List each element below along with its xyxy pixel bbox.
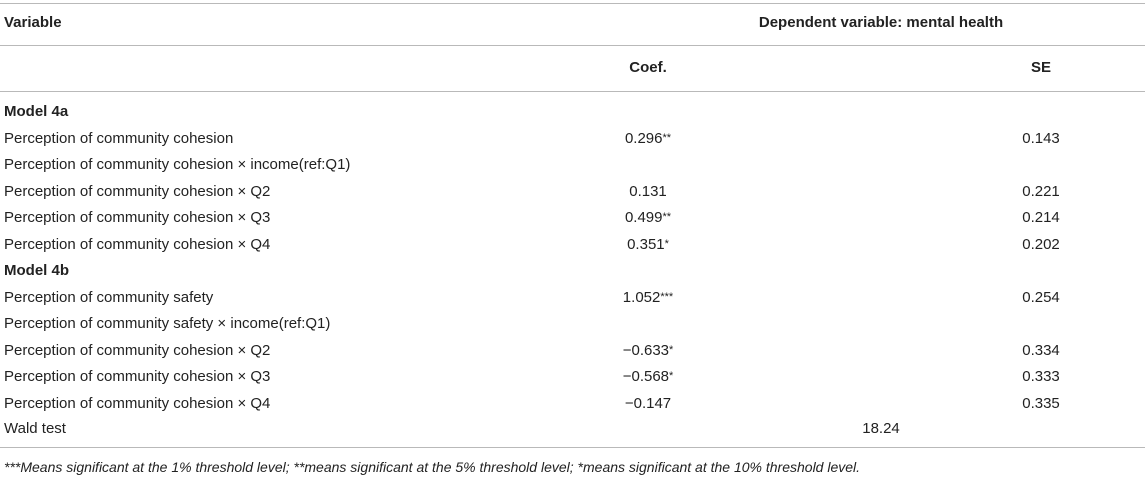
row-label: Perception of community cohesion × Q2 [4, 342, 271, 359]
row-label: Perception of community safety [4, 289, 214, 306]
se-value: 0.214 [1022, 209, 1060, 226]
coef-value: 1.052 [622, 289, 661, 306]
se-value: 0.335 [1022, 395, 1060, 412]
wald-test-label: Wald test [4, 420, 66, 437]
coef-value: 0.499 [624, 209, 663, 226]
se-value: 0.333 [1022, 368, 1060, 385]
significance-stars: * [664, 238, 669, 250]
header-dependent-variable: Dependent variable: mental health [758, 14, 1004, 31]
row-label: Perception of community cohesion × Q4 [4, 236, 271, 253]
se-value: 0.254 [1022, 289, 1060, 306]
coef-cell: 1.052*** [623, 288, 673, 308]
coef-cell: 0.499** [625, 208, 671, 228]
section-heading: Model 4a [4, 103, 69, 120]
section-heading: Model 4b [4, 262, 70, 279]
significance-stars: *** [660, 291, 674, 303]
coef-value: −0.633 [622, 342, 670, 359]
significance-stars: ** [662, 132, 672, 144]
row-label: Perception of community cohesion [4, 130, 234, 147]
table-bottom-rule [0, 447, 1145, 448]
row-label: Perception of community cohesion × Q3 [4, 209, 271, 226]
row-label: Perception of community cohesion × Q2 [4, 183, 271, 200]
row-label: Perception of community cohesion × Q3 [4, 368, 271, 385]
se-value: 0.143 [1022, 130, 1060, 147]
significance-stars: ** [662, 211, 672, 223]
significance-stars: * [669, 370, 674, 382]
se-value: 0.202 [1022, 236, 1060, 253]
coef-value: 0.296 [624, 130, 663, 147]
header-separator-rule [0, 45, 1145, 46]
coef-cell: −0.147 [625, 394, 671, 414]
coef-value: 0.351 [627, 236, 665, 253]
coef-cell: −0.633* [623, 341, 674, 361]
wald-test-value: 18.24 [862, 420, 900, 437]
coef-cell: 0.296** [625, 129, 671, 149]
header-coef: Coef. [629, 59, 667, 76]
header-se: SE [1030, 59, 1052, 76]
se-value: 0.221 [1022, 183, 1060, 200]
table-top-rule [0, 3, 1145, 4]
row-label: Perception of community cohesion × incom… [4, 156, 351, 173]
coef-cell: 0.351* [627, 235, 669, 255]
table-footnote: ***Means significant at the 1% threshold… [4, 459, 861, 475]
header-bottom-rule [0, 91, 1145, 92]
header-variable: Variable [4, 14, 62, 31]
row-label: Perception of community safety × income(… [4, 315, 331, 332]
coef-value: −0.147 [624, 395, 672, 412]
significance-stars: * [669, 344, 674, 356]
coef-value: −0.568 [622, 368, 670, 385]
coef-value: 0.131 [629, 183, 667, 200]
row-label: Perception of community cohesion × Q4 [4, 395, 271, 412]
se-value: 0.334 [1022, 342, 1060, 359]
coef-cell: −0.568* [623, 367, 674, 387]
coef-cell: 0.131 [629, 182, 667, 202]
